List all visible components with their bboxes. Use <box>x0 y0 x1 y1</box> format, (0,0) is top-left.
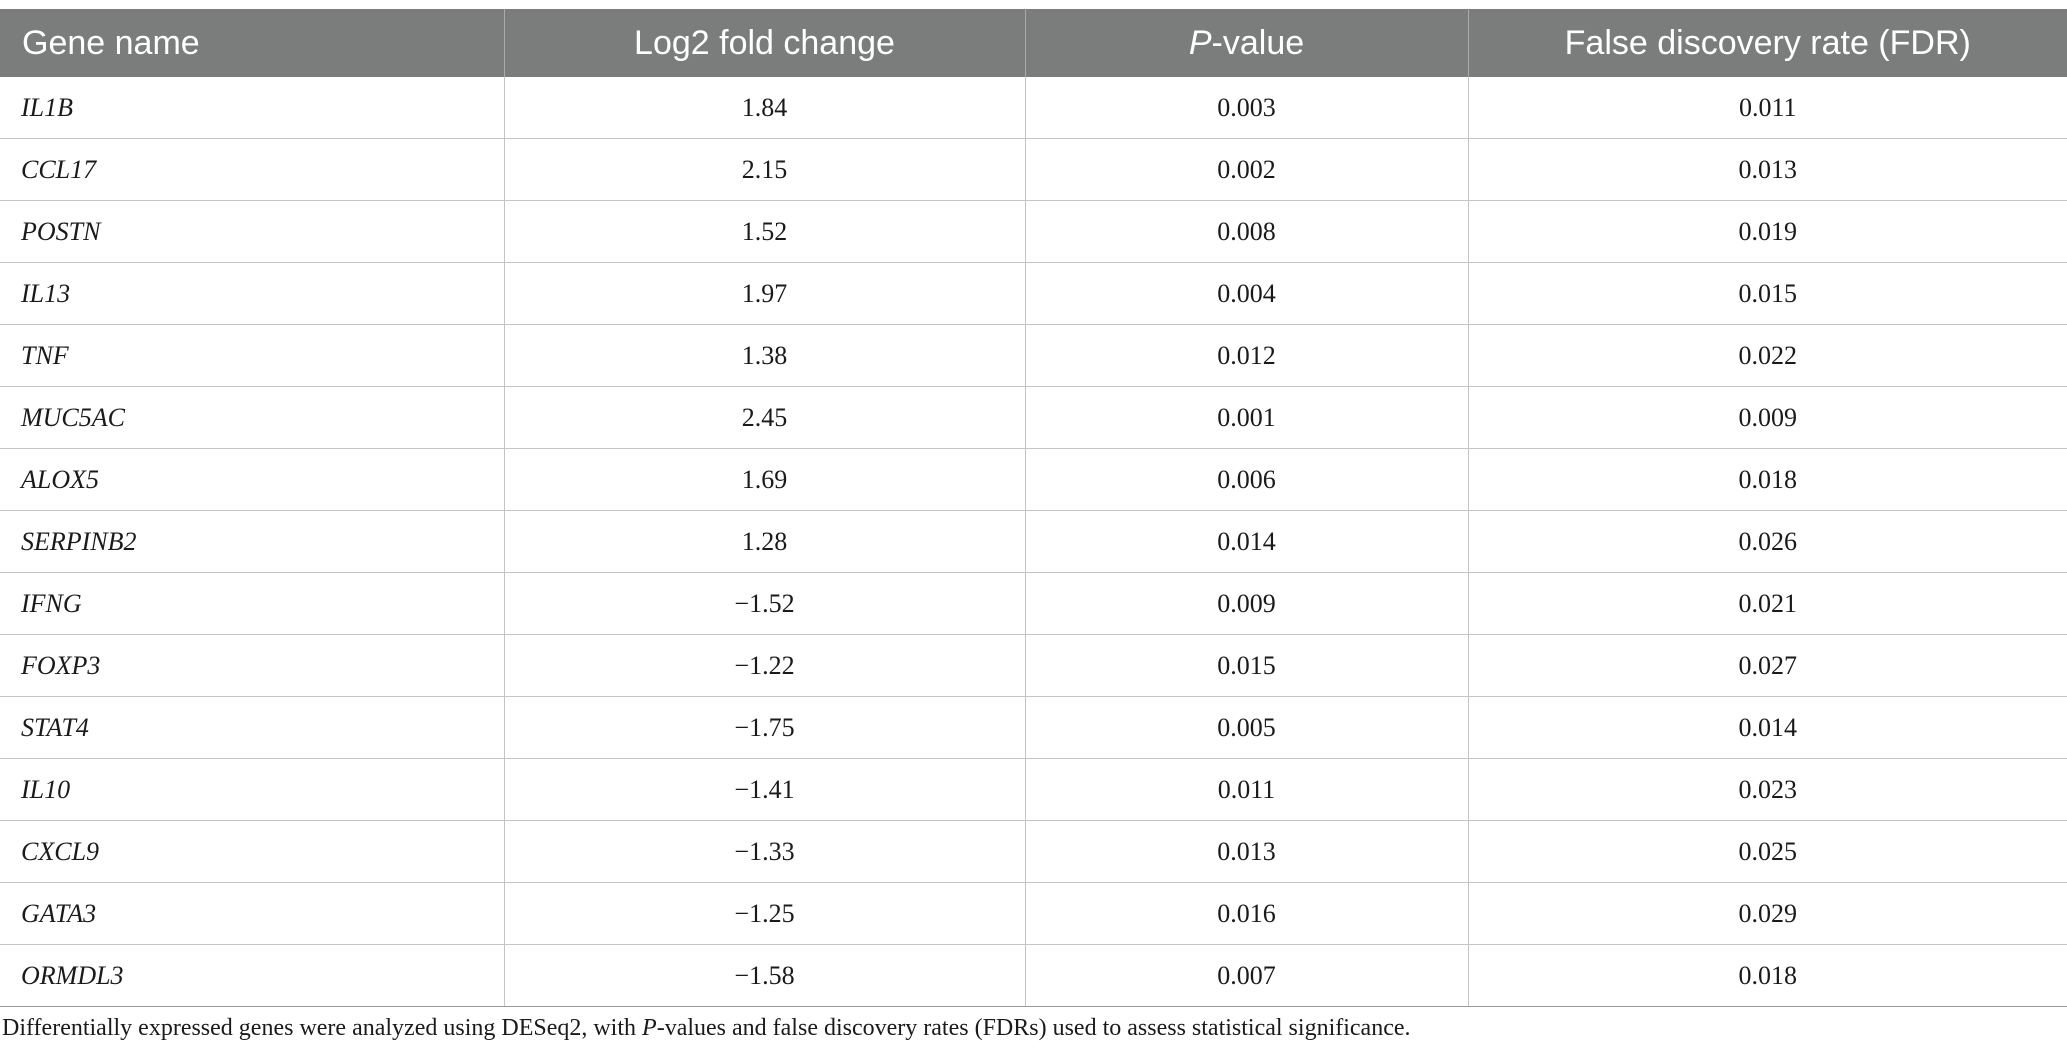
cell-log2-fold-change: 1.69 <box>503 448 1025 511</box>
cell-log2-fold-change: 1.97 <box>503 262 1025 325</box>
cell-fdr: 0.018 <box>1467 448 2067 511</box>
cell-fdr: 0.019 <box>1467 200 2067 263</box>
cell-fdr: 0.026 <box>1467 510 2067 573</box>
table-row: POSTN 1.52 0.008 0.019 <box>0 200 2067 263</box>
header-p-value-italic: P <box>1188 23 1212 62</box>
header-gene-name: Gene name <box>0 9 504 77</box>
cell-gene-name: CXCL9 <box>0 820 504 883</box>
table-row: IFNG −1.52 0.009 0.021 <box>0 572 2067 635</box>
footnote-italic: P <box>642 1015 657 1041</box>
cell-fdr: 0.022 <box>1467 324 2067 387</box>
table-row: SERPINB2 1.28 0.014 0.026 <box>0 510 2067 573</box>
cell-log2-fold-change: 1.84 <box>503 77 1025 139</box>
cell-log2-fold-change: −1.22 <box>503 634 1025 697</box>
cell-log2-fold-change: −1.58 <box>503 944 1025 1007</box>
header-p-value: P-value <box>1024 9 1468 77</box>
cell-log2-fold-change: −1.41 <box>503 758 1025 821</box>
cell-p-value: 0.009 <box>1024 572 1468 635</box>
cell-log2-fold-change: −1.52 <box>503 572 1025 635</box>
cell-p-value: 0.007 <box>1024 944 1468 1007</box>
cell-gene-name: SERPINB2 <box>0 510 504 573</box>
table-row: MUC5AC 2.45 0.001 0.009 <box>0 386 2067 449</box>
cell-fdr: 0.025 <box>1467 820 2067 883</box>
cell-fdr: 0.011 <box>1467 77 2067 139</box>
cell-fdr: 0.013 <box>1467 138 2067 201</box>
cell-fdr: 0.018 <box>1467 944 2067 1007</box>
table-row: IL10 −1.41 0.011 0.023 <box>0 758 2067 821</box>
cell-log2-fold-change: 1.52 <box>503 200 1025 263</box>
table-row: IL1B 1.84 0.003 0.011 <box>0 77 2067 139</box>
cell-gene-name: CCL17 <box>0 138 504 201</box>
cell-gene-name: TNF <box>0 324 504 387</box>
cell-gene-name: MUC5AC <box>0 386 504 449</box>
header-row: Gene name Log2 fold change P-value False… <box>0 9 2067 77</box>
cell-log2-fold-change: 1.38 <box>503 324 1025 387</box>
cell-gene-name: POSTN <box>0 200 504 263</box>
cell-log2-fold-change: 1.28 <box>503 510 1025 573</box>
table-row: STAT4 −1.75 0.005 0.014 <box>0 696 2067 759</box>
gene-expression-table: Gene name Log2 fold change P-value False… <box>0 9 2067 1007</box>
cell-gene-name: IFNG <box>0 572 504 635</box>
table-row: FOXP3 −1.22 0.015 0.027 <box>0 634 2067 697</box>
table-body: IL1B 1.84 0.003 0.011 CCL17 2.15 0.002 0.013 POS… <box>0 77 2067 1007</box>
cell-p-value: 0.008 <box>1024 200 1468 263</box>
cell-p-value: 0.016 <box>1024 882 1468 945</box>
cell-fdr: 0.029 <box>1467 882 2067 945</box>
cell-p-value: 0.011 <box>1024 758 1468 821</box>
cell-log2-fold-change: −1.25 <box>503 882 1025 945</box>
cell-fdr: 0.015 <box>1467 262 2067 325</box>
cell-log2-fold-change: −1.75 <box>503 696 1025 759</box>
cell-p-value: 0.014 <box>1024 510 1468 573</box>
cell-log2-fold-change: 2.15 <box>503 138 1025 201</box>
table-row: CCL17 2.15 0.002 0.013 <box>0 138 2067 201</box>
table-row: TNF 1.38 0.012 0.022 <box>0 324 2067 387</box>
header-fdr: False discovery rate (FDR) <box>1467 9 2067 77</box>
cell-gene-name: ORMDL3 <box>0 944 504 1007</box>
cell-p-value: 0.001 <box>1024 386 1468 449</box>
cell-p-value: 0.015 <box>1024 634 1468 697</box>
footnote-part1: Differentially expressed genes were anal… <box>2 1015 643 1041</box>
table-row: CXCL9 −1.33 0.013 0.025 <box>0 820 2067 883</box>
footnote-part2: -values and false discovery rates (FDRs)… <box>656 1015 1411 1041</box>
cell-gene-name: IL1B <box>0 77 504 139</box>
header-p-value-rest: -value <box>1211 23 1305 62</box>
cell-log2-fold-change: 2.45 <box>503 386 1025 449</box>
table-row: ALOX5 1.69 0.006 0.018 <box>0 448 2067 511</box>
cell-p-value: 0.005 <box>1024 696 1468 759</box>
cell-gene-name: GATA3 <box>0 882 504 945</box>
table-row: GATA3 −1.25 0.016 0.029 <box>0 882 2067 945</box>
table-footnote: Differentially expressed genes were anal… <box>2 1015 1411 1042</box>
cell-p-value: 0.012 <box>1024 324 1468 387</box>
cell-gene-name: FOXP3 <box>0 634 504 697</box>
cell-fdr: 0.021 <box>1467 572 2067 635</box>
cell-gene-name: IL10 <box>0 758 504 821</box>
cell-log2-fold-change: −1.33 <box>503 820 1025 883</box>
cell-p-value: 0.006 <box>1024 448 1468 511</box>
cell-fdr: 0.014 <box>1467 696 2067 759</box>
cell-fdr: 0.023 <box>1467 758 2067 821</box>
header-log2-fold-change: Log2 fold change <box>503 9 1025 77</box>
cell-p-value: 0.013 <box>1024 820 1468 883</box>
cell-p-value: 0.004 <box>1024 262 1468 325</box>
table-row: ORMDL3 −1.58 0.007 0.018 <box>0 944 2067 1007</box>
table-header: Gene name Log2 fold change P-value False… <box>0 9 2067 77</box>
cell-gene-name: ALOX5 <box>0 448 504 511</box>
table-row: IL13 1.97 0.004 0.015 <box>0 262 2067 325</box>
cell-gene-name: STAT4 <box>0 696 504 759</box>
cell-p-value: 0.003 <box>1024 77 1468 139</box>
cell-p-value: 0.002 <box>1024 138 1468 201</box>
cell-fdr: 0.027 <box>1467 634 2067 697</box>
cell-fdr: 0.009 <box>1467 386 2067 449</box>
cell-gene-name: IL13 <box>0 262 504 325</box>
